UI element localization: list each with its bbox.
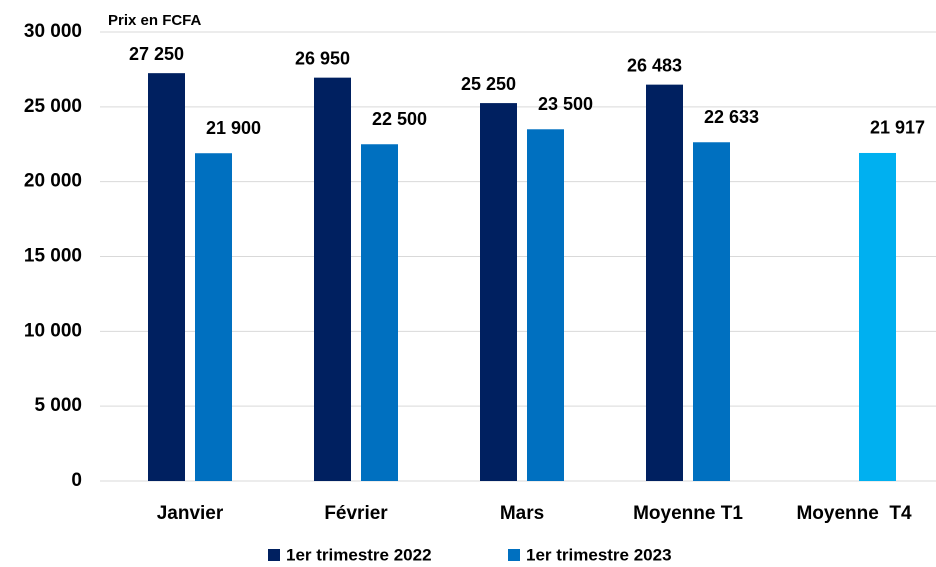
y-tick-label: 5 000 xyxy=(34,395,82,416)
value-label: 21 917 xyxy=(870,118,925,138)
value-label: 22 500 xyxy=(372,109,427,129)
bar xyxy=(527,129,564,482)
value-label: 23 500 xyxy=(538,94,593,114)
y-tick-label: 25 000 xyxy=(24,96,82,117)
value-label: 27 250 xyxy=(129,44,184,64)
x-tick-label: Mars xyxy=(500,503,544,524)
bar xyxy=(195,153,232,482)
bar xyxy=(859,152,896,481)
y-tick-label: 15 000 xyxy=(24,246,82,267)
y-tick-label: 20 000 xyxy=(24,171,82,192)
legend-label: 1er trimestre 2023 xyxy=(526,545,672,564)
bar xyxy=(693,142,730,481)
value-label: 25 250 xyxy=(461,74,516,94)
y-tick-label: 10 000 xyxy=(24,320,82,341)
value-label: 26 483 xyxy=(627,55,682,75)
value-label: 21 900 xyxy=(206,118,261,138)
bar xyxy=(361,144,398,481)
x-tick-label: Moyenne T4 xyxy=(796,503,912,524)
x-tick-label: Janvier xyxy=(157,503,224,524)
x-tick-label: Moyenne T1 xyxy=(633,503,743,524)
legend-label: 1er trimestre 2022 xyxy=(286,545,432,564)
bar xyxy=(480,103,517,481)
bar xyxy=(314,77,351,482)
bar xyxy=(646,84,683,482)
legend-swatch xyxy=(268,549,280,561)
legend-swatch xyxy=(508,549,520,561)
y-tick-label: 30 000 xyxy=(24,21,82,42)
value-label: 22 633 xyxy=(704,107,759,127)
value-label: 26 950 xyxy=(295,48,350,68)
bar xyxy=(148,73,185,482)
x-tick-label: Février xyxy=(324,503,388,524)
y-tick-label: 0 xyxy=(71,470,82,491)
y-axis-label: Prix en FCFA xyxy=(108,12,202,29)
